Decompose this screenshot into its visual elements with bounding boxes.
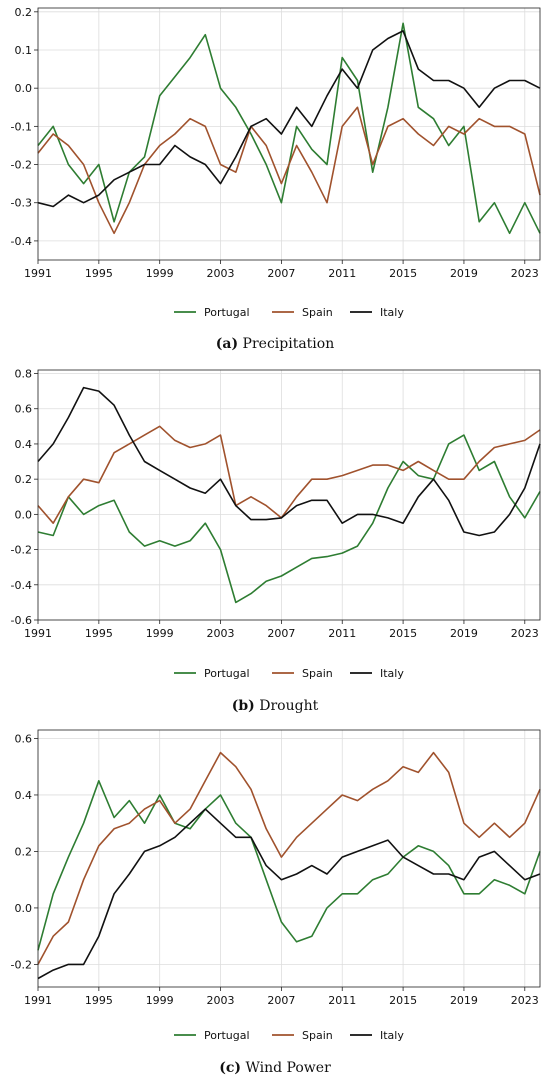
x-tick-label: 1999 bbox=[146, 267, 174, 280]
x-tick-label: 2023 bbox=[511, 994, 539, 1007]
legend-label-portugal: Portugal bbox=[204, 306, 250, 319]
series-line-portugal bbox=[37, 434, 541, 604]
y-tick-label: 0.8 bbox=[15, 368, 33, 381]
y-tick-label: 0.4 bbox=[15, 438, 33, 451]
x-tick-label: 2007 bbox=[267, 627, 295, 640]
legend-label-italy: Italy bbox=[380, 1029, 404, 1042]
x-tick-label: 1995 bbox=[85, 627, 113, 640]
y-tick-label: -0.4 bbox=[11, 579, 32, 592]
x-tick-label: 2015 bbox=[389, 267, 417, 280]
series-line-portugal bbox=[37, 780, 541, 951]
drought-caption: (b) Drought bbox=[231, 698, 319, 714]
precipitation-chart: 1991 1995 1999 2003 2007 2011 2015 2019 2023 0.2 0… bbox=[11, 6, 541, 319]
y-tick-label: -0.1 bbox=[11, 120, 32, 133]
drought-chart: 1991 1995 1999 2003 2007 2011 2015 2019 2023 0.8 0… bbox=[11, 368, 541, 680]
series-line-italy bbox=[37, 386, 541, 537]
x-tick-label: 2003 bbox=[207, 267, 235, 280]
legend-label-italy: Italy bbox=[380, 306, 404, 319]
legend-label-italy: Italy bbox=[380, 667, 404, 680]
y-tick-label: 0.2 bbox=[15, 473, 33, 486]
drought-panel: 1991 1995 1999 2003 2007 2011 2015 2019 2023 0.8 0… bbox=[0, 362, 550, 722]
x-tick-label: 2003 bbox=[207, 627, 235, 640]
y-tick-label: 0.0 bbox=[15, 508, 33, 521]
y-tick-label: 0.6 bbox=[15, 732, 33, 745]
series-line-spain bbox=[37, 751, 541, 965]
legend-label-portugal: Portugal bbox=[204, 1029, 250, 1042]
x-tick-label: 2019 bbox=[450, 627, 478, 640]
plot-frame bbox=[37, 729, 541, 988]
x-tick-label: 2015 bbox=[389, 627, 417, 640]
x-tick-label: 2023 bbox=[511, 267, 539, 280]
x-tick-label: 1999 bbox=[146, 627, 174, 640]
y-tick-label: 0.1 bbox=[15, 44, 33, 57]
y-tick-label: 0.4 bbox=[15, 789, 33, 802]
y-tick-label: -0.2 bbox=[11, 159, 32, 172]
plot-frame bbox=[37, 369, 541, 621]
y-tick-label: -0.2 bbox=[11, 958, 32, 971]
y-tick-label: 0.0 bbox=[15, 902, 33, 915]
precipitation-caption: (a) Precipitation bbox=[215, 336, 335, 352]
legend-label-spain: Spain bbox=[302, 1029, 333, 1042]
wind-power-chart: 1991 1995 1999 2003 2007 2011 2015 2019 2023 0.6 0… bbox=[11, 729, 541, 1042]
x-tick-label: 1991 bbox=[24, 627, 52, 640]
y-tick-label: 0.0 bbox=[15, 82, 33, 95]
legend-label-spain: Spain bbox=[302, 306, 333, 319]
y-tick-label: 0.2 bbox=[15, 845, 33, 858]
series-line-italy bbox=[37, 30, 541, 208]
x-tick-label: 2007 bbox=[267, 267, 295, 280]
y-tick-label: 0.6 bbox=[15, 403, 33, 416]
y-tick-label: -0.4 bbox=[11, 235, 32, 248]
x-tick-label: 2019 bbox=[450, 994, 478, 1007]
x-tick-label: 2015 bbox=[389, 994, 417, 1007]
x-tick-label: 2019 bbox=[450, 267, 478, 280]
y-tick-label: 0.2 bbox=[15, 6, 33, 19]
series-line-italy bbox=[37, 808, 541, 980]
x-tick-label: 2011 bbox=[328, 627, 356, 640]
x-tick-label: 1999 bbox=[146, 994, 174, 1007]
x-tick-label: 2003 bbox=[207, 994, 235, 1007]
series-line-spain bbox=[37, 425, 541, 524]
precipitation-panel: 1991 1995 1999 2003 2007 2011 2015 2019 2023 0.2 0… bbox=[0, 0, 550, 362]
x-tick-label: 2023 bbox=[511, 627, 539, 640]
series-line-spain bbox=[37, 106, 541, 235]
y-tick-label: -0.3 bbox=[11, 197, 32, 210]
wind-power-panel: 1991 1995 1999 2003 2007 2011 2015 2019 2023 0.6 0… bbox=[0, 722, 550, 1088]
series-line-portugal bbox=[37, 22, 541, 235]
legend-label-portugal: Portugal bbox=[204, 667, 250, 680]
wind-power-caption: (c) Wind Power bbox=[219, 1060, 331, 1076]
x-tick-label: 2007 bbox=[267, 994, 295, 1007]
x-tick-label: 1995 bbox=[85, 267, 113, 280]
y-tick-label: -0.2 bbox=[11, 544, 32, 557]
x-tick-label: 1995 bbox=[85, 994, 113, 1007]
x-tick-label: 1991 bbox=[24, 267, 52, 280]
x-tick-label: 2011 bbox=[328, 267, 356, 280]
x-tick-label: 1991 bbox=[24, 994, 52, 1007]
plot-frame bbox=[37, 7, 541, 261]
legend-label-spain: Spain bbox=[302, 667, 333, 680]
x-tick-label: 2011 bbox=[328, 994, 356, 1007]
y-tick-label: -0.6 bbox=[11, 614, 32, 627]
